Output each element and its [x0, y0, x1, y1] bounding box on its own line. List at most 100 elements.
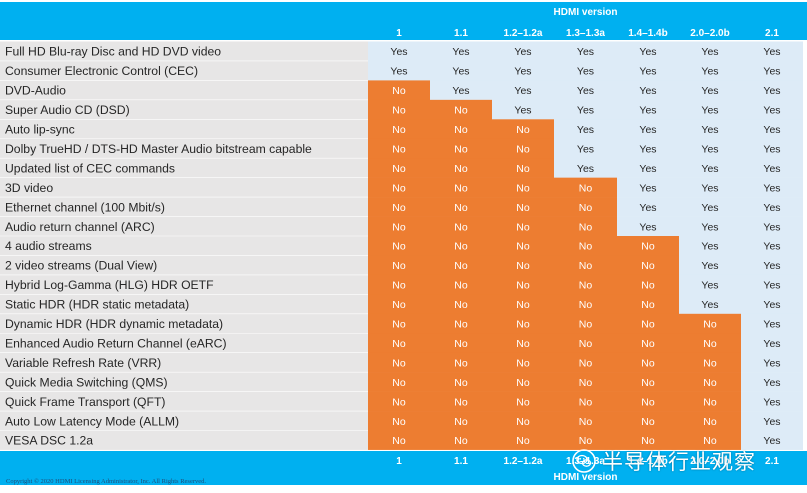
support-cell-yes — [554, 41, 617, 62]
support-value: No — [703, 416, 717, 428]
feature-label-cell — [0, 216, 368, 236]
feature-label: Quick Frame Transport (QFT) — [5, 395, 166, 409]
support-value: No — [703, 319, 717, 331]
support-value: No — [392, 85, 406, 97]
support-value: No — [579, 221, 593, 233]
support-value: No — [454, 319, 468, 331]
support-cell-no — [368, 197, 430, 217]
support-cell-yes — [492, 80, 554, 101]
support-cell-no — [430, 294, 492, 315]
support-cell-yes — [741, 99, 803, 120]
support-cell-no — [617, 255, 679, 276]
support-value: Yes — [390, 46, 407, 58]
wechat-icon — [572, 449, 596, 473]
feature-label: Auto lip-sync — [5, 123, 75, 137]
feature-label-cell — [0, 138, 368, 159]
footer-band — [0, 451, 807, 485]
feature-label-cell — [0, 177, 368, 198]
support-cell-yes — [741, 255, 803, 276]
support-cell-no — [368, 411, 430, 431]
support-value: No — [641, 319, 655, 331]
support-cell-yes — [554, 80, 617, 101]
support-cell-yes — [679, 197, 741, 217]
support-cell-no — [368, 430, 430, 451]
watermark-text: 半导体行业观察 — [602, 450, 756, 474]
support-cell-yes — [741, 60, 803, 81]
feature-label: Variable Refresh Rate (VRR) — [5, 356, 161, 370]
support-value: Yes — [577, 46, 594, 58]
support-cell-no — [492, 255, 554, 276]
support-value: Yes — [452, 46, 469, 58]
support-cell-yes — [430, 80, 492, 101]
support-cell-no — [554, 177, 617, 198]
feature-label: Ethernet channel (100 Mbit/s) — [5, 200, 165, 214]
support-cell-yes — [492, 99, 554, 120]
feature-label: Super Audio CD (DSD) — [5, 103, 130, 117]
support-value: No — [516, 143, 530, 155]
support-value: Yes — [639, 85, 656, 97]
footer-title: HDMI version — [553, 472, 618, 483]
support-value: No — [641, 377, 655, 389]
support-value: Yes — [763, 357, 780, 369]
feature-label: Updated list of CEC commands — [5, 161, 175, 175]
support-value: No — [579, 435, 593, 447]
support-value: Yes — [701, 143, 718, 155]
support-cell-no — [679, 313, 741, 334]
footer-version-label: 1.1 — [454, 456, 468, 467]
support-value: Yes — [763, 202, 780, 214]
support-cell-no — [617, 274, 679, 295]
support-value: Yes — [639, 202, 656, 214]
support-cell-no — [368, 294, 430, 315]
support-value: No — [454, 241, 468, 253]
support-value: No — [516, 357, 530, 369]
support-value: No — [641, 280, 655, 292]
support-value: Yes — [763, 260, 780, 272]
feature-label: Audio return channel (ARC) — [5, 220, 155, 234]
support-value: Yes — [577, 105, 594, 117]
support-value: No — [516, 396, 530, 408]
support-value: No — [579, 338, 593, 350]
support-value: No — [454, 416, 468, 428]
support-cell-no — [368, 333, 430, 353]
support-value: Yes — [514, 66, 531, 78]
feature-label: Enhanced Audio Return Channel (eARC) — [5, 336, 227, 350]
support-value: Yes — [763, 377, 780, 389]
header-title: HDMI version — [553, 7, 618, 18]
support-cell-no — [617, 391, 679, 412]
support-cell-no — [554, 255, 617, 276]
support-cell-yes — [554, 60, 617, 81]
footer-version-label: 1.2–1.2a — [504, 456, 543, 467]
support-value: No — [392, 182, 406, 194]
support-value: No — [392, 241, 406, 253]
support-value: Yes — [577, 124, 594, 136]
feature-label-cell — [0, 352, 368, 373]
support-value: No — [579, 319, 593, 331]
header-band — [0, 2, 807, 40]
support-cell-yes — [741, 274, 803, 295]
support-value: No — [392, 299, 406, 311]
support-value: No — [454, 357, 468, 369]
support-cell-no — [617, 313, 679, 334]
support-cell-no — [492, 372, 554, 392]
support-value: Yes — [514, 85, 531, 97]
support-value: Yes — [452, 66, 469, 78]
support-cell-no — [430, 391, 492, 412]
feature-label-cell — [0, 158, 368, 178]
support-value: Yes — [763, 163, 780, 175]
support-value: No — [579, 396, 593, 408]
support-cell-no — [679, 411, 741, 431]
support-value: Yes — [639, 105, 656, 117]
support-cell-no — [679, 352, 741, 373]
support-cell-no — [430, 119, 492, 140]
support-value: Yes — [701, 124, 718, 136]
support-value: Yes — [701, 280, 718, 292]
feature-label-cell — [0, 294, 368, 314]
support-cell-no — [617, 372, 679, 392]
support-cell-yes — [554, 99, 617, 120]
support-value: No — [454, 182, 468, 194]
support-value: No — [516, 299, 530, 311]
support-cell-yes — [679, 41, 741, 62]
support-cell-no — [617, 411, 679, 431]
support-value: No — [516, 319, 530, 331]
support-cell-no — [554, 333, 617, 353]
